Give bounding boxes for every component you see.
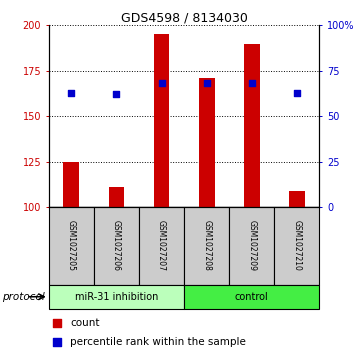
Bar [199, 78, 214, 207]
Point [294, 90, 300, 95]
Point [114, 91, 119, 97]
Point [69, 90, 74, 95]
Text: GSM1027209: GSM1027209 [247, 220, 256, 272]
Point [54, 339, 60, 345]
Bar [274, 207, 319, 285]
Bar [229, 207, 274, 285]
Bar [289, 191, 305, 207]
Text: GSM1027206: GSM1027206 [112, 220, 121, 272]
Point [159, 81, 165, 86]
Text: protocol: protocol [2, 292, 44, 302]
Bar [49, 207, 94, 285]
Point [204, 81, 209, 86]
Bar [154, 34, 169, 207]
Text: GSM1027205: GSM1027205 [67, 220, 76, 272]
Text: GSM1027208: GSM1027208 [202, 220, 211, 272]
Text: GSM1027210: GSM1027210 [292, 220, 301, 272]
Bar [109, 187, 124, 207]
Text: GSM1027207: GSM1027207 [157, 220, 166, 272]
Point [249, 81, 255, 86]
Text: control: control [235, 292, 269, 302]
Bar [64, 162, 79, 207]
Bar [184, 207, 229, 285]
Text: count: count [70, 318, 100, 328]
Bar [49, 285, 184, 309]
Point [54, 320, 60, 326]
Bar [244, 44, 260, 207]
Bar [184, 285, 319, 309]
Title: GDS4598 / 8134030: GDS4598 / 8134030 [121, 11, 248, 24]
Text: miR-31 inhibition: miR-31 inhibition [75, 292, 158, 302]
Bar [94, 207, 139, 285]
Bar [139, 207, 184, 285]
Text: percentile rank within the sample: percentile rank within the sample [70, 337, 246, 347]
